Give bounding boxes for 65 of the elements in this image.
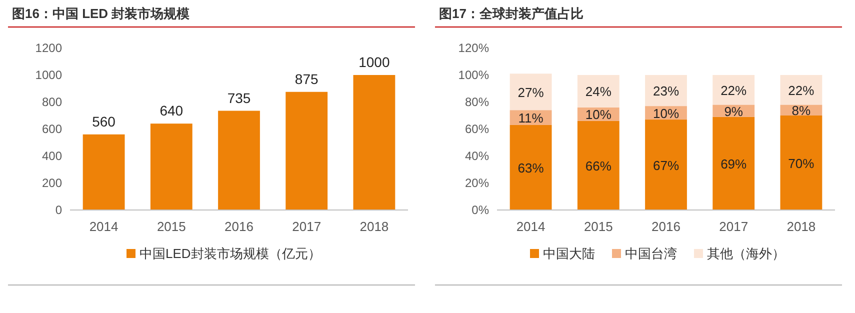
y-tick-label: 1200	[35, 41, 62, 55]
bar	[218, 110, 260, 210]
data-label: 1000	[358, 54, 390, 70]
data-label: 560	[92, 113, 116, 130]
data-label: 10%	[585, 107, 612, 122]
bar	[286, 92, 328, 210]
data-label: 23%	[652, 84, 680, 99]
legend-label: 中国LED封装市场规模（亿元）	[140, 246, 321, 261]
data-label: 9%	[724, 104, 744, 119]
bar	[510, 124, 552, 210]
bar	[577, 120, 620, 210]
data-label: 70%	[788, 156, 815, 171]
bar	[353, 75, 396, 210]
data-label: 640	[160, 102, 184, 119]
bar	[645, 120, 687, 210]
legend-label: 其他（海外）	[707, 246, 785, 261]
data-label: 66%	[585, 158, 612, 174]
bar	[510, 74, 552, 110]
x-tick-label: 2016	[224, 219, 254, 234]
chart-title: 图17：全球封装产值占比	[439, 6, 584, 21]
legend-label: 中国台湾	[625, 246, 677, 261]
y-tick-label: 120%	[458, 41, 490, 55]
y-tick-label: 1000	[35, 68, 62, 82]
bar	[645, 75, 687, 106]
bar	[150, 124, 192, 210]
data-label: 10%	[652, 106, 680, 121]
data-label: 27%	[518, 84, 544, 100]
y-tick-label: 800	[42, 95, 62, 109]
chart-title: 图16：中国 LED 封装市场规模	[12, 6, 190, 21]
data-label: 735	[227, 90, 251, 106]
x-tick-label: 2016	[652, 219, 680, 234]
y-tick-label: 200	[42, 176, 62, 190]
x-tick-label: 2017	[719, 219, 748, 234]
bar	[712, 75, 755, 105]
y-tick-label: 60%	[464, 122, 490, 136]
x-tick-label: 2015	[156, 219, 186, 234]
y-tick-label: 20%	[464, 176, 490, 190]
x-tick-label: 2014	[516, 219, 546, 234]
bar	[712, 116, 755, 210]
x-tick-label: 2018	[360, 219, 389, 234]
bar	[82, 134, 125, 210]
x-tick-label: 2014	[89, 219, 118, 234]
data-label: 11%	[518, 110, 544, 126]
data-label: 22%	[720, 82, 748, 98]
bar	[780, 75, 822, 105]
data-label: 8%	[792, 103, 812, 118]
data-label: 875	[294, 70, 318, 87]
data-label: 69%	[720, 156, 748, 172]
data-label: 22%	[788, 82, 815, 98]
x-tick-label: 2018	[786, 219, 816, 234]
x-tick-label: 2015	[584, 219, 613, 234]
y-tick-label: 100%	[458, 68, 490, 82]
x-tick-label: 2017	[292, 219, 322, 234]
y-tick-label: 80%	[464, 95, 490, 109]
data-label: 24%	[585, 84, 612, 100]
y-tick-label: 600	[42, 122, 62, 136]
y-tick-label: 40%	[464, 149, 490, 163]
data-label: 63%	[518, 160, 544, 176]
bar	[577, 75, 620, 108]
y-tick-label: 0	[55, 203, 62, 217]
data-label: 67%	[652, 158, 680, 173]
y-tick-label: 0%	[472, 203, 490, 217]
bar	[780, 116, 822, 210]
legend-label: 中国大陆	[543, 246, 595, 261]
y-tick-label: 400	[42, 149, 62, 163]
